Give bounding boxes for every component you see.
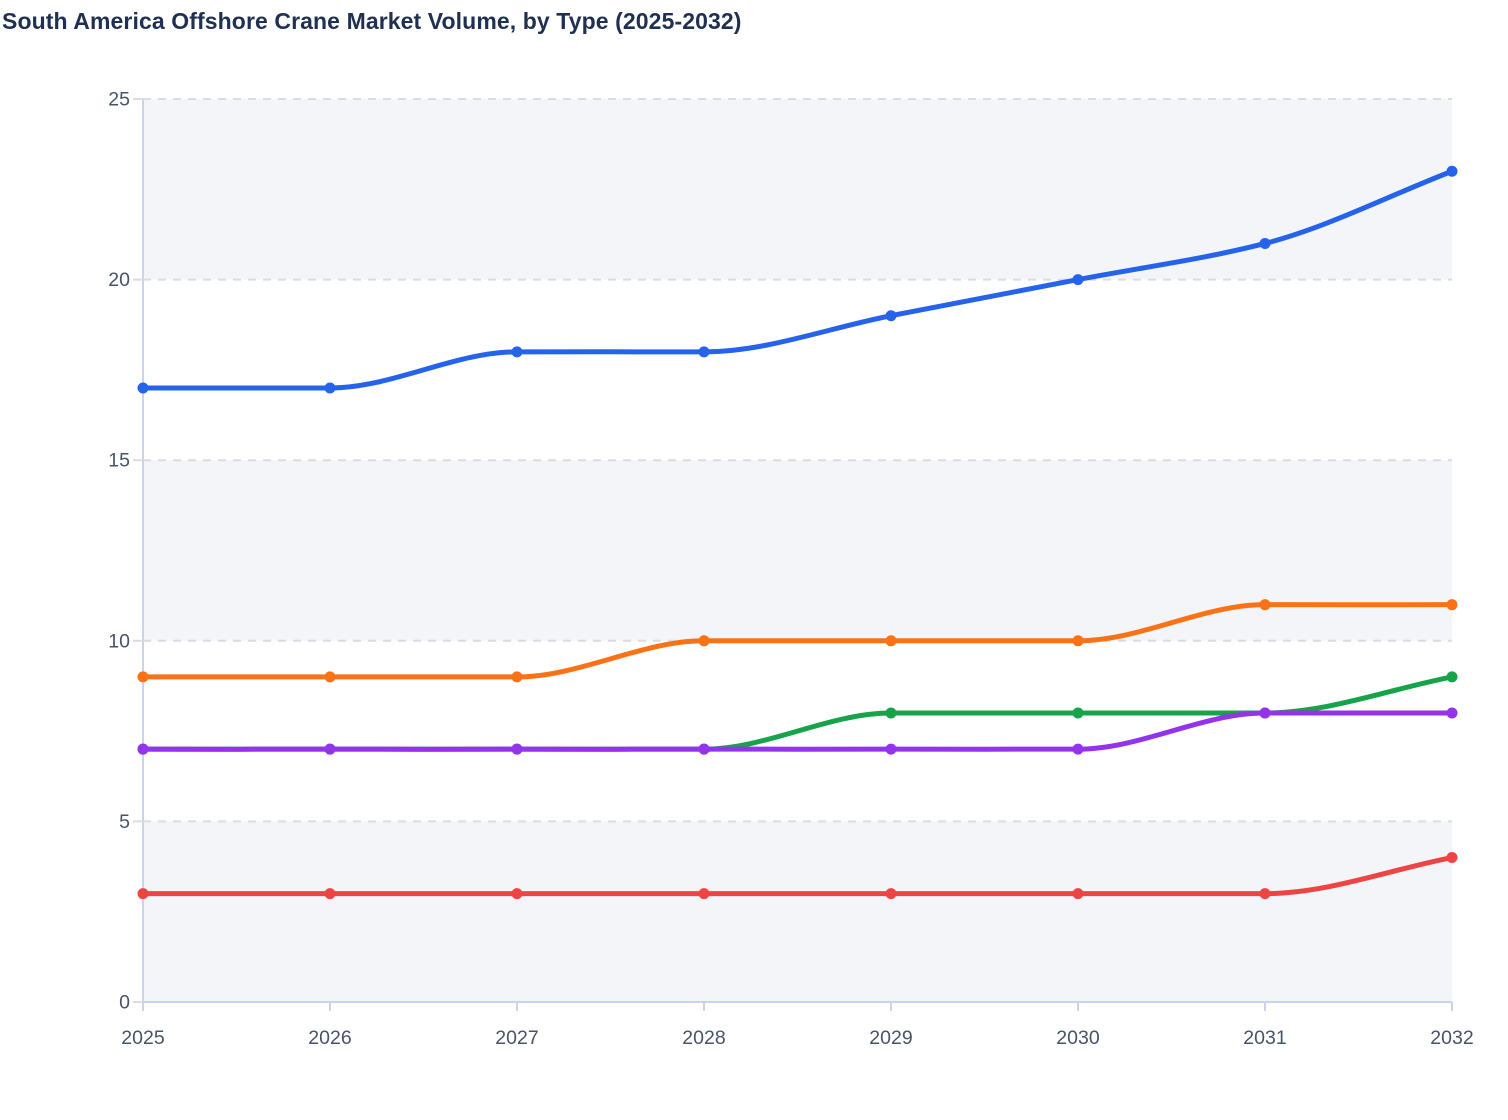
- x-tick-label: 2026: [308, 1027, 351, 1049]
- plot-band: [143, 460, 1452, 641]
- data-point-green: [1446, 671, 1458, 683]
- data-point-orange: [1259, 599, 1271, 611]
- data-point-blue: [511, 346, 523, 358]
- plot-band: [143, 99, 1452, 280]
- data-point-green: [885, 707, 897, 719]
- data-point-purple: [137, 743, 149, 755]
- data-point-blue: [885, 310, 897, 322]
- data-point-red: [1259, 888, 1271, 900]
- data-point-purple: [698, 743, 710, 755]
- data-point-red: [698, 888, 710, 900]
- data-point-orange: [1446, 599, 1458, 611]
- data-point-blue: [137, 382, 149, 394]
- data-point-purple: [1259, 707, 1271, 719]
- y-tick-label: 20: [108, 269, 130, 291]
- data-point-orange: [324, 671, 336, 683]
- data-point-red: [324, 888, 336, 900]
- data-point-blue: [698, 346, 710, 358]
- data-point-purple: [511, 743, 523, 755]
- data-point-blue: [324, 382, 336, 394]
- data-point-blue: [1446, 165, 1458, 177]
- series-line-purple: [140, 710, 1455, 752]
- data-point-orange: [511, 671, 523, 683]
- y-tick-label: 15: [108, 450, 130, 472]
- data-point-red: [511, 888, 523, 900]
- y-tick-label: 0: [119, 992, 130, 1014]
- x-tick-label: 2025: [121, 1027, 165, 1049]
- series-line-orange: [140, 602, 1455, 680]
- data-point-orange: [885, 635, 897, 647]
- series-line-red: [140, 855, 1455, 897]
- series-line-blue: [140, 168, 1455, 391]
- data-point-green: [1072, 707, 1084, 719]
- x-tick-label: 2031: [1243, 1027, 1286, 1049]
- data-point-orange: [1072, 635, 1084, 647]
- data-point-red: [1072, 888, 1084, 900]
- x-tick-label: 2030: [1056, 1027, 1100, 1049]
- data-point-purple: [1072, 743, 1084, 755]
- data-point-red: [137, 888, 149, 900]
- data-point-purple: [1446, 707, 1458, 719]
- x-tick-label: 2029: [869, 1027, 912, 1049]
- y-tick-label: 10: [108, 630, 130, 652]
- data-point-red: [1446, 852, 1458, 864]
- y-tick-label: 25: [108, 89, 130, 111]
- x-tick-label: 2028: [682, 1027, 725, 1049]
- plot-band: [143, 821, 1452, 1002]
- x-tick-label: 2032: [1430, 1027, 1473, 1049]
- y-tick-label: 5: [119, 811, 130, 833]
- x-tick-label: 2027: [495, 1027, 538, 1049]
- data-point-orange: [137, 671, 149, 683]
- data-point-orange: [698, 635, 710, 647]
- data-point-red: [885, 888, 897, 900]
- data-point-blue: [1072, 274, 1084, 286]
- chart-title: South America Offshore Crane Market Volu…: [2, 8, 742, 34]
- data-point-purple: [885, 743, 897, 755]
- data-point-purple: [324, 743, 336, 755]
- data-point-blue: [1259, 237, 1271, 249]
